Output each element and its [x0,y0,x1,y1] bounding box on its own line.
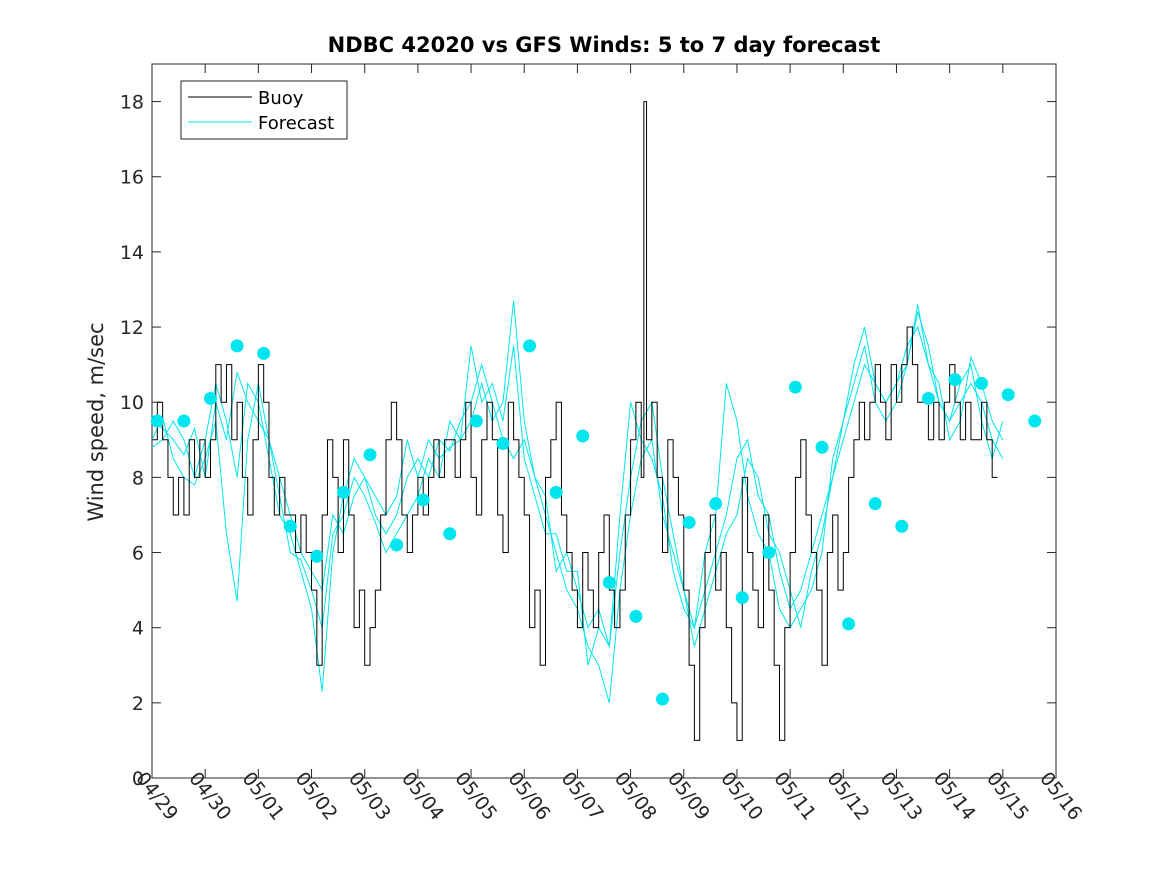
forecast-marker [975,376,989,390]
forecast-marker [602,576,616,590]
forecast-marker [629,609,643,623]
y-tick-label: 18 [120,92,144,114]
plot-area [151,63,1057,779]
forecast-marker [257,346,271,360]
forecast-marker [788,380,802,394]
y-tick-label: 12 [120,317,144,339]
y-axis-label: Wind speed, m/sec [84,322,108,521]
forecast-marker [948,373,962,387]
y-tick-label: 16 [120,167,144,189]
legend-forecast-label: Forecast [258,113,334,134]
forecast-marker [842,617,856,631]
forecast-marker [363,448,377,462]
y-axis: 0 2 4 6 8 10 12 14 16 18 [120,92,1056,790]
chart-title: NDBC 42020 vs GFS Winds: 5 to 7 day fore… [328,33,881,57]
forecast-marker [549,485,563,499]
forecast-marker [416,493,430,507]
y-tick-label: 6 [132,543,144,565]
forecast-line-3 [152,311,1004,692]
y-tick-label: 2 [132,693,144,715]
forecast-marker [735,591,749,605]
forecast-marker [150,414,164,428]
forecast-marker [815,440,829,454]
forecast-marker [1001,388,1015,402]
y-tick-label: 4 [132,618,144,640]
forecast-marker [203,391,217,405]
buoy-line [152,101,998,741]
legend-buoy-label: Buoy [258,88,304,109]
forecast-marker [310,549,324,563]
legend-box [180,80,348,140]
forecast-marker [496,437,510,451]
forecast-marker [868,497,882,511]
y-tick-label: 10 [120,392,144,414]
forecast-marker [443,527,457,541]
forecast-marker [523,339,537,353]
forecast-marker [895,519,909,533]
y-tick-label: 0 [132,768,144,790]
forecast-marker [336,485,350,499]
forecast-marker [682,515,696,529]
forecast-marker [1028,414,1042,428]
y-tick-label: 8 [132,467,144,489]
y-tick-label: 14 [120,242,144,264]
forecast-marker [709,497,723,511]
forecast-marker [469,414,483,428]
forecast-marker [762,546,776,560]
forecast-marker [283,519,297,533]
forecast-marker [576,429,590,443]
series-layer [150,101,1042,741]
forecast-marker [921,391,935,405]
forecast-marker [230,339,244,353]
forecast-marker [655,692,669,706]
legend: Buoy Forecast [180,80,348,140]
forecast-marker [177,414,191,428]
forecast-marker [390,538,404,552]
